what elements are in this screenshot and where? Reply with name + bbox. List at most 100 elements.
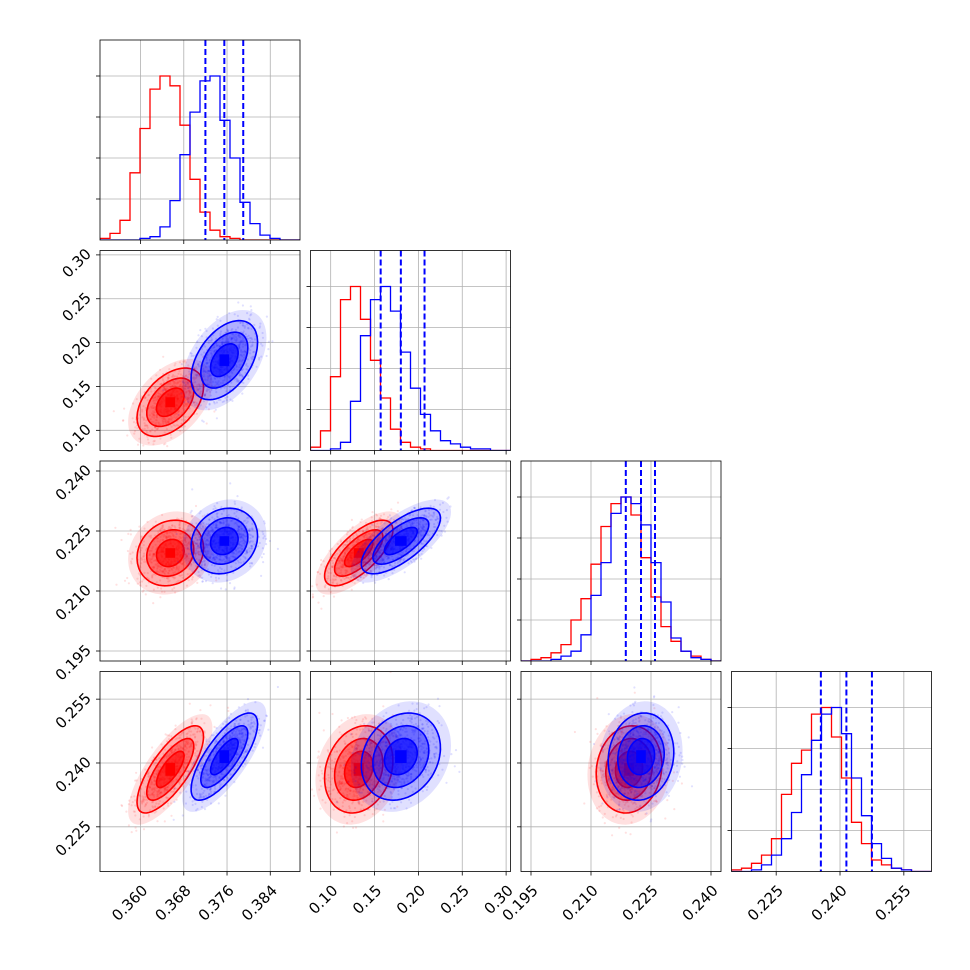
sample-point [159,530,162,533]
sample-point [244,535,247,538]
sample-point [212,380,215,383]
sample-point [210,352,213,355]
sample-point [171,416,174,419]
sample-point [197,550,200,553]
sample-point [250,528,253,531]
sample-point [135,398,138,401]
sample-point [210,553,213,556]
sample-point [152,588,155,591]
density-peak-series-0 [165,548,176,558]
sample-point [236,547,239,550]
sample-point [198,544,201,547]
sample-point [202,369,205,372]
sample-point [155,419,158,422]
sample-point [140,535,143,539]
sample-point [340,557,343,561]
sample-point [177,569,180,572]
sample-point [183,405,186,408]
sample-point [232,556,236,559]
sample-point [240,373,243,376]
sample-point [186,543,189,546]
sample-point [184,397,187,400]
sample-point [232,552,235,555]
sample-point [175,382,178,385]
histogram-series-0 [310,285,511,451]
sample-point [245,551,248,554]
sample-point [160,383,163,386]
sample-point [180,517,183,520]
sample-point [255,365,258,368]
sample-point [188,373,191,376]
sample-point [184,415,187,419]
sample-point [188,568,191,571]
sample-point [175,412,178,415]
sample-point [183,359,186,362]
sample-point [400,527,404,530]
sample-point [240,506,243,509]
sample-point [245,552,248,555]
sample-point [240,535,243,538]
sample-point [174,526,177,529]
sample-point [137,572,140,575]
sample-point [332,556,335,559]
sample-point [172,375,175,378]
sample-point [172,424,175,427]
sample-point [234,521,237,525]
sample-point [206,534,209,537]
sample-point [373,540,376,543]
sample-point [238,543,241,546]
sample-point [163,388,166,391]
sample-point [236,525,239,528]
sample-point [235,366,238,369]
sample-point [122,419,125,422]
sample-point [224,524,228,527]
sample-point [339,565,342,568]
sample-point [182,360,185,363]
sample-point [242,542,245,545]
sample-point [221,342,224,346]
sample-point [221,400,224,404]
sample-point [159,393,162,396]
sample-point [161,524,164,528]
sample-point [158,395,161,398]
sample-point [235,337,238,340]
sample-point [371,510,374,514]
sample-point [203,385,206,388]
sample-point [173,375,177,378]
sample-point [160,566,163,569]
sample-point [184,538,187,541]
sample-point [198,512,201,515]
sample-point [169,386,172,389]
sample-point [212,400,216,404]
sample-point [221,338,224,341]
sample-point [208,518,211,521]
sample-point [233,338,236,341]
sample-point [172,571,175,574]
sample-point [220,521,223,525]
sample-point [186,548,189,551]
sample-point [171,576,174,579]
sample-point [184,557,187,560]
sample-point [214,526,218,529]
y-tick-label: 0.20 [58,333,94,369]
sample-point [213,376,216,380]
sample-point [183,396,186,399]
sample-point [206,555,209,558]
sample-point [154,396,157,399]
sample-point [168,418,171,421]
y-tick-label: 0.210 [52,581,95,624]
sample-point [189,511,192,514]
sample-point [181,386,184,389]
sample-point [169,535,172,539]
sample-point [200,565,203,568]
sample-point [179,536,182,540]
sample-point [181,562,184,565]
sample-point [195,389,198,392]
sample-point [160,587,163,590]
sample-point [186,381,190,384]
sample-point [159,579,162,582]
sample-point [161,513,164,517]
sample-point [194,403,197,407]
sample-point [227,340,230,343]
sample-point [167,571,170,575]
